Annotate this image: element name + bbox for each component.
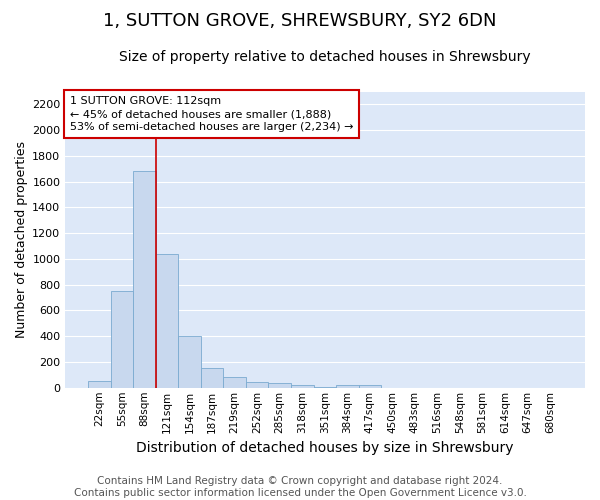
Bar: [359, 385, 381, 388]
Title: Size of property relative to detached houses in Shrewsbury: Size of property relative to detached ho…: [119, 50, 530, 64]
Bar: [336, 384, 359, 388]
Text: 1 SUTTON GROVE: 112sqm
← 45% of detached houses are smaller (1,888)
53% of semi-: 1 SUTTON GROVE: 112sqm ← 45% of detached…: [70, 96, 353, 132]
Bar: [133, 172, 156, 388]
Bar: [223, 378, 246, 388]
Bar: [156, 254, 178, 388]
Bar: [291, 384, 314, 388]
X-axis label: Distribution of detached houses by size in Shrewsbury: Distribution of detached houses by size …: [136, 441, 514, 455]
Text: Contains HM Land Registry data © Crown copyright and database right 2024.
Contai: Contains HM Land Registry data © Crown c…: [74, 476, 526, 498]
Bar: [268, 384, 291, 388]
Y-axis label: Number of detached properties: Number of detached properties: [15, 141, 28, 338]
Bar: [178, 336, 201, 388]
Text: 1, SUTTON GROVE, SHREWSBURY, SY2 6DN: 1, SUTTON GROVE, SHREWSBURY, SY2 6DN: [103, 12, 497, 30]
Bar: [111, 291, 133, 388]
Bar: [246, 382, 268, 388]
Bar: [314, 387, 336, 388]
Bar: [88, 382, 111, 388]
Bar: [201, 368, 223, 388]
